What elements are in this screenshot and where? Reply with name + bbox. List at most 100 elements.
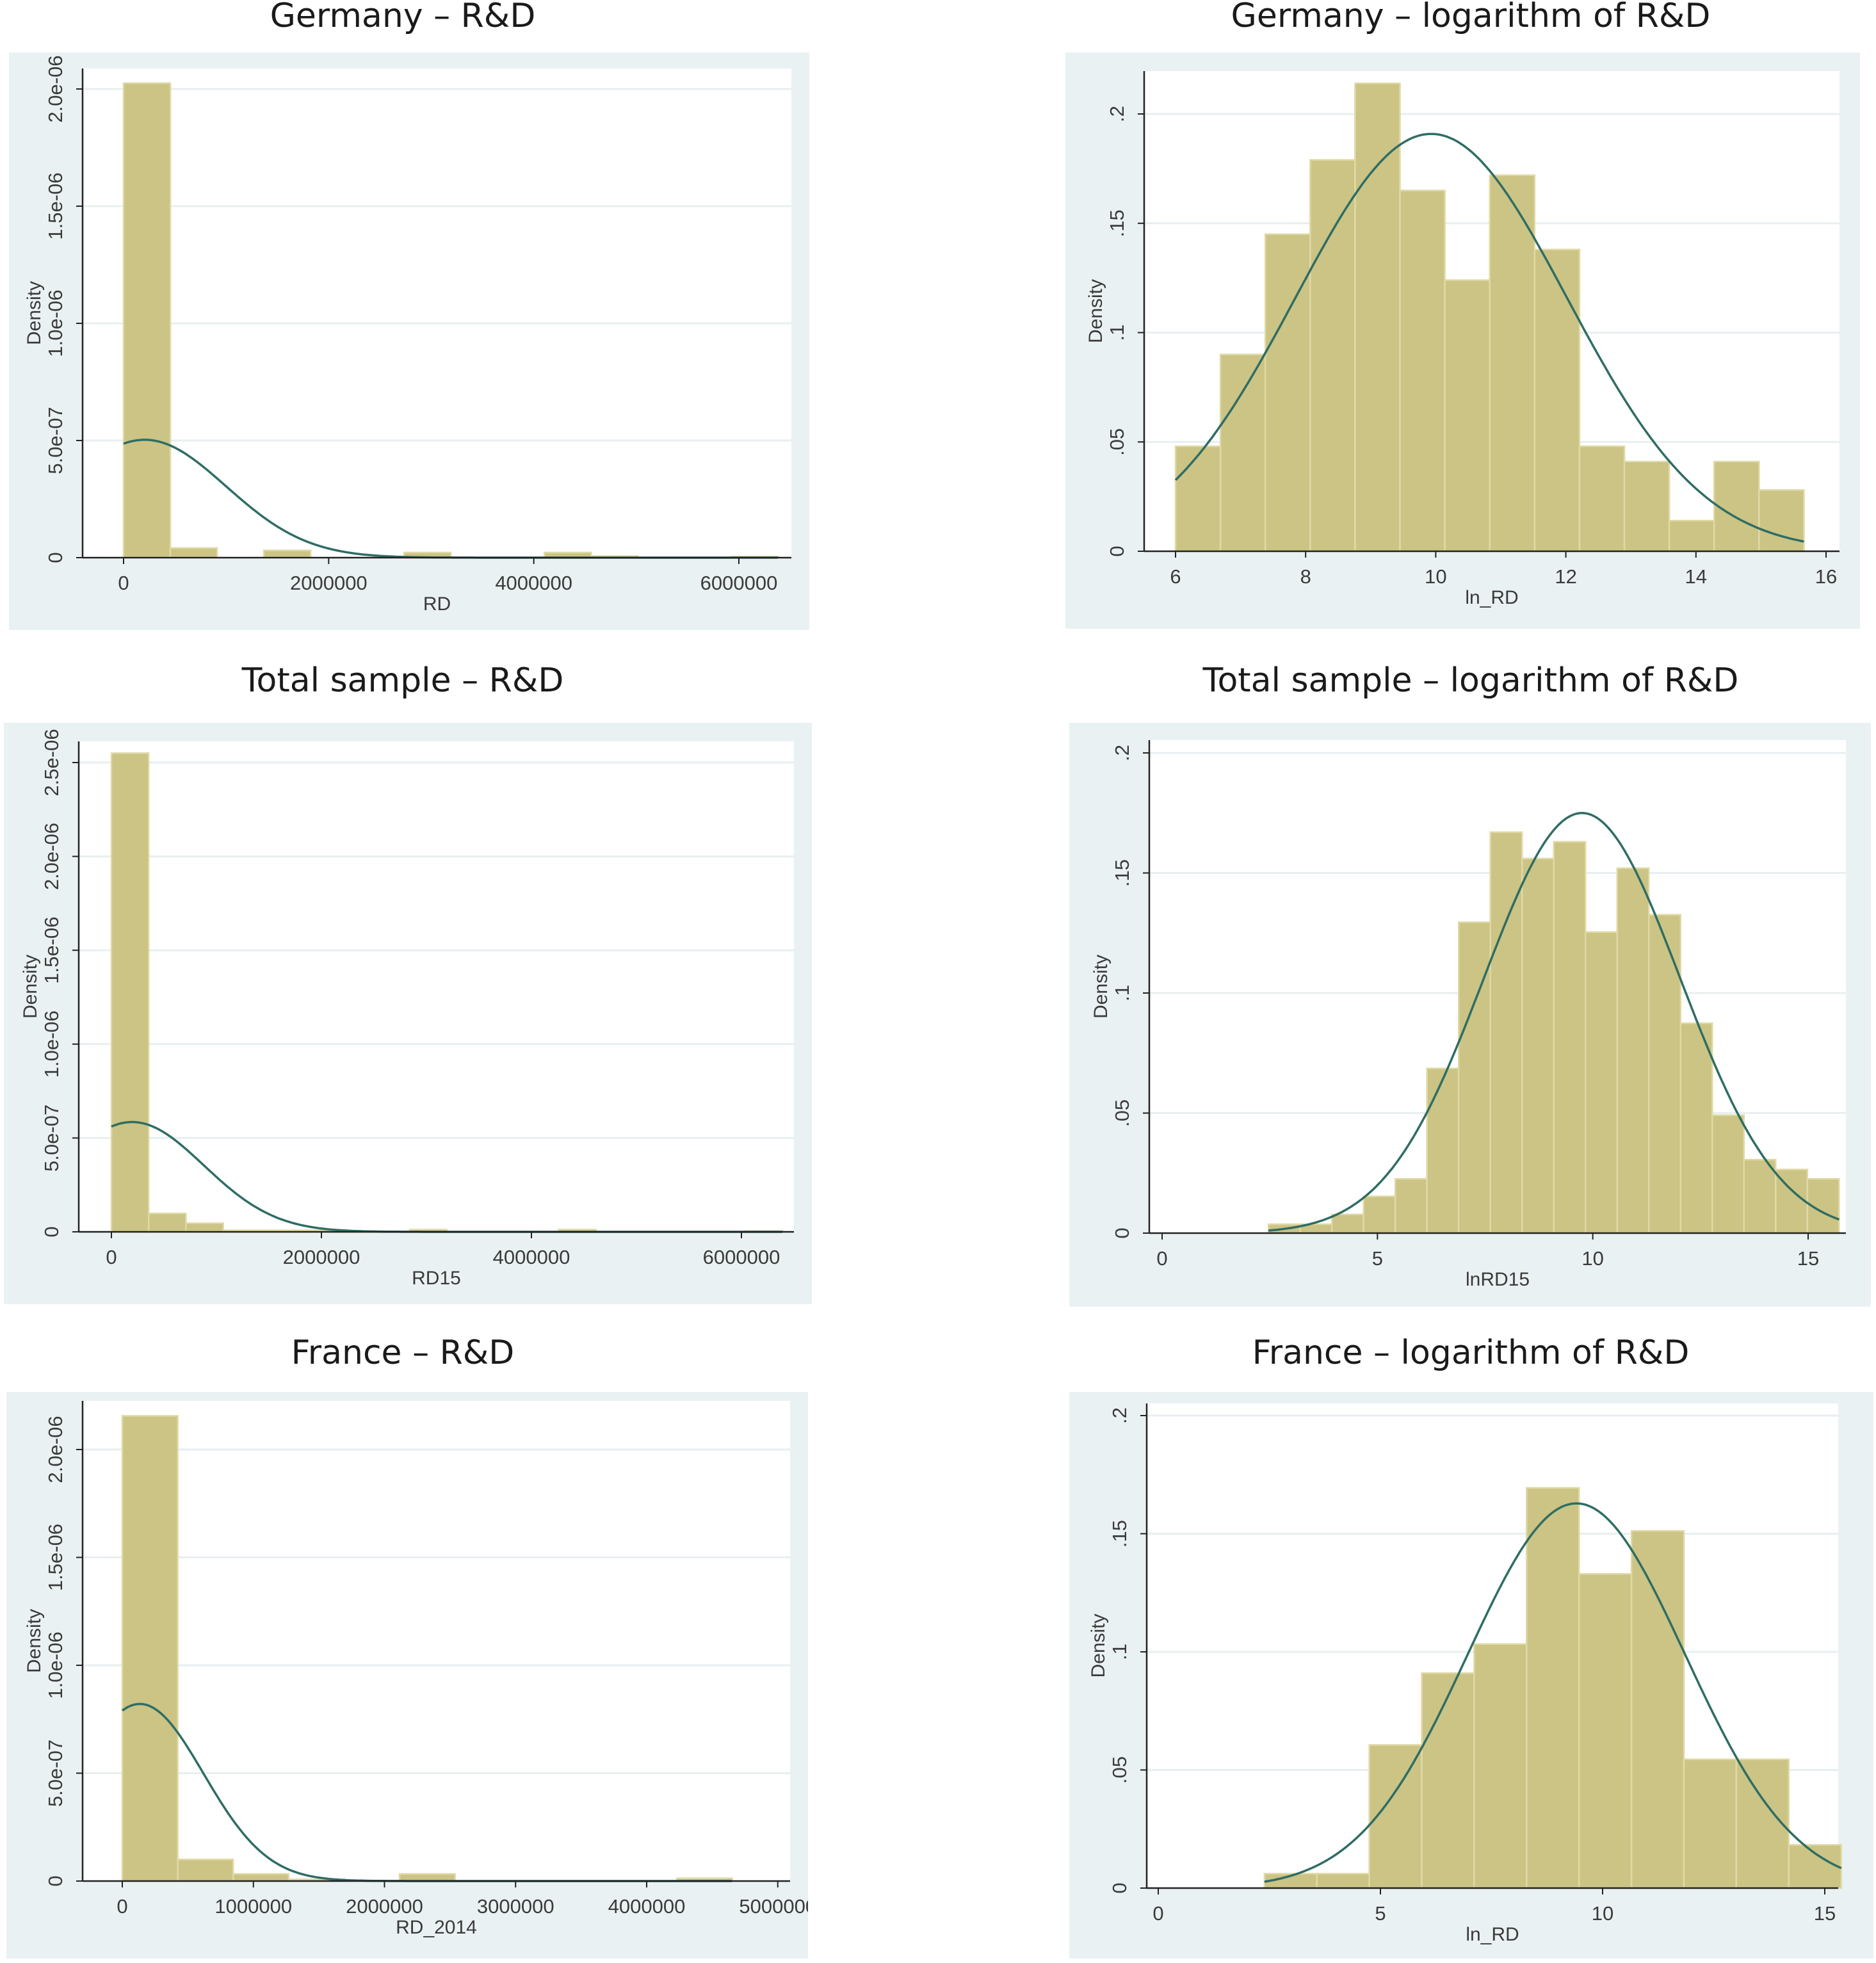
- histogram-bar: [1668, 519, 1715, 553]
- histogram-bar: [1713, 460, 1760, 553]
- histogram-bar: [1316, 1873, 1370, 1889]
- x-axis-label: RD15: [412, 1268, 461, 1289]
- x-tick-label: 0: [117, 1895, 127, 1918]
- x-tick-label: 6: [1170, 565, 1181, 588]
- x-tick-label: 0: [1152, 1902, 1163, 1925]
- y-tick-label: 1.0e-06: [44, 289, 67, 357]
- y-tick-label: 1.5e-06: [40, 917, 63, 984]
- x-tick-label: 0: [118, 572, 129, 594]
- y-axis-label: Density: [24, 1609, 45, 1673]
- y-tick-label: 5.0e-07: [44, 1740, 67, 1807]
- y-tick-label: .1: [1111, 985, 1133, 1001]
- y-tick-label: 1.0e-06: [40, 1010, 63, 1078]
- histogram-bar: [147, 1213, 187, 1233]
- histogram-bar: [177, 1859, 234, 1882]
- y-tick-label: 5.0e-07: [44, 407, 67, 474]
- chart-title: France – R&D: [291, 1334, 515, 1372]
- x-tick-label: 14: [1685, 565, 1707, 588]
- chart-title: France – logarithm of R&D: [1252, 1334, 1690, 1372]
- x-tick-label: 4000000: [495, 572, 572, 594]
- y-tick-label: .1: [1106, 325, 1128, 341]
- x-axis-label: RD: [423, 594, 451, 615]
- y-tick-label: .2: [1106, 106, 1128, 122]
- y-axis-label: Density: [1085, 279, 1106, 343]
- y-tick-label: .15: [1111, 859, 1133, 887]
- histogram-bar: [1711, 1114, 1745, 1234]
- histogram-bar: [1330, 1213, 1364, 1234]
- histogram-bar: [1521, 857, 1555, 1234]
- x-tick-label: 15: [1814, 1902, 1836, 1925]
- y-tick-label: .15: [1108, 1520, 1131, 1547]
- y-axis-label: Density: [1088, 1613, 1109, 1677]
- y-tick-label: 2.5e-06: [40, 729, 63, 796]
- y-axis-label: Density: [1090, 955, 1112, 1019]
- x-tick-label: 1000000: [214, 1895, 292, 1918]
- y-axis-label: Density: [20, 955, 41, 1019]
- histogram-bar: [1174, 445, 1222, 553]
- histogram-bar: [1788, 1844, 1842, 1889]
- histogram-bar: [1219, 353, 1266, 553]
- x-tick-label: 5000000: [739, 1895, 816, 1918]
- y-tick-label: .05: [1108, 1756, 1131, 1784]
- histogram-panel: 0 5.0e-07 1.0e-06 1.5e-06 2.0e-06 0 2000000 400…: [9, 53, 809, 630]
- histogram-bar: [1578, 445, 1626, 553]
- histogram-bar: [1426, 1067, 1460, 1234]
- x-tick-label: 0: [106, 1246, 117, 1268]
- histogram-bar: [1743, 1159, 1777, 1234]
- y-tick-label: 1.5e-06: [44, 1524, 67, 1591]
- histogram-bar: [1444, 279, 1491, 553]
- plot-area: [83, 1401, 790, 1881]
- y-tick-label: .1: [1108, 1644, 1131, 1660]
- histogram-panel: 0 5.0e-07 1.0e-06 1.5e-06 2.0e-06 2.5e-06 0 200…: [4, 723, 812, 1304]
- y-tick-label: 2.0e-06: [40, 823, 63, 890]
- y-tick-label: 0: [44, 552, 67, 563]
- x-tick-label: 5: [1372, 1247, 1383, 1270]
- histogram-bar: [121, 1415, 179, 1882]
- histogram-bar: [232, 1873, 290, 1882]
- y-tick-label: .15: [1106, 209, 1128, 237]
- normal-density-curve: [1174, 133, 1804, 543]
- y-tick-label: .05: [1106, 428, 1128, 456]
- histogram-bar: [1394, 1178, 1428, 1234]
- y-tick-label: 0: [1108, 1882, 1131, 1893]
- x-axis-label: ln_RD: [1466, 1924, 1519, 1945]
- y-tick-label: .2: [1111, 745, 1133, 761]
- y-tick-label: 0: [1106, 545, 1128, 556]
- x-tick-label: 6000000: [703, 1246, 780, 1268]
- y-tick-label: 2.0e-06: [44, 55, 67, 122]
- histogram-bar: [1683, 1758, 1738, 1889]
- x-tick-label: 16: [1815, 565, 1837, 588]
- x-tick-label: 2000000: [346, 1895, 423, 1918]
- y-tick-label: 5.0e-07: [40, 1104, 63, 1172]
- x-tick-label: 4000000: [493, 1246, 570, 1268]
- histogram-bar: [263, 549, 312, 559]
- y-tick-label: 0: [1111, 1227, 1133, 1238]
- y-tick-label: .2: [1108, 1407, 1131, 1424]
- x-tick-label: 10: [1592, 1902, 1613, 1925]
- x-axis-label: RD_2014: [396, 1917, 477, 1938]
- histogram-panel: 0 5.0e-07 1.0e-06 1.5e-06 2.0e-06 0 1000000 200…: [6, 1392, 816, 1959]
- x-tick-label: 12: [1555, 565, 1576, 588]
- histogram-bar: [169, 547, 218, 559]
- plot-area: [83, 69, 791, 558]
- histogram-panel: 0 .05 .1 .15 .2 0 5 10 15 lnRD15 Density: [1069, 723, 1871, 1307]
- x-axis-label: lnRD15: [1466, 1269, 1530, 1290]
- histogram-bar: [1473, 1643, 1528, 1889]
- plot-area: [79, 741, 794, 1232]
- x-axis-label: ln_RD: [1465, 587, 1518, 608]
- histogram-bar: [1533, 248, 1581, 553]
- histogram-bar: [1584, 931, 1618, 1234]
- histogram-bar: [1679, 1022, 1713, 1234]
- histogram-panel: 0 .05 .1 .15 .2 0 5 10 15 ln_RD Density: [1069, 1392, 1873, 1959]
- x-tick-label: 10: [1581, 1247, 1603, 1270]
- y-tick-label: .05: [1111, 1099, 1133, 1127]
- y-tick-label: 2.0e-06: [44, 1416, 67, 1483]
- histogram-bar: [1354, 82, 1401, 553]
- x-tick-label: 10: [1425, 565, 1446, 588]
- histogram-bar: [110, 752, 150, 1233]
- y-axis-label: Density: [24, 281, 45, 345]
- x-tick-label: 5: [1375, 1902, 1386, 1925]
- histogram-bar: [1578, 1572, 1633, 1889]
- x-tick-label: 15: [1797, 1247, 1819, 1270]
- histogram-panel: 0 .05 .1 .15 .2 6 8 10 12 14 16 ln_RD Density: [1065, 53, 1860, 629]
